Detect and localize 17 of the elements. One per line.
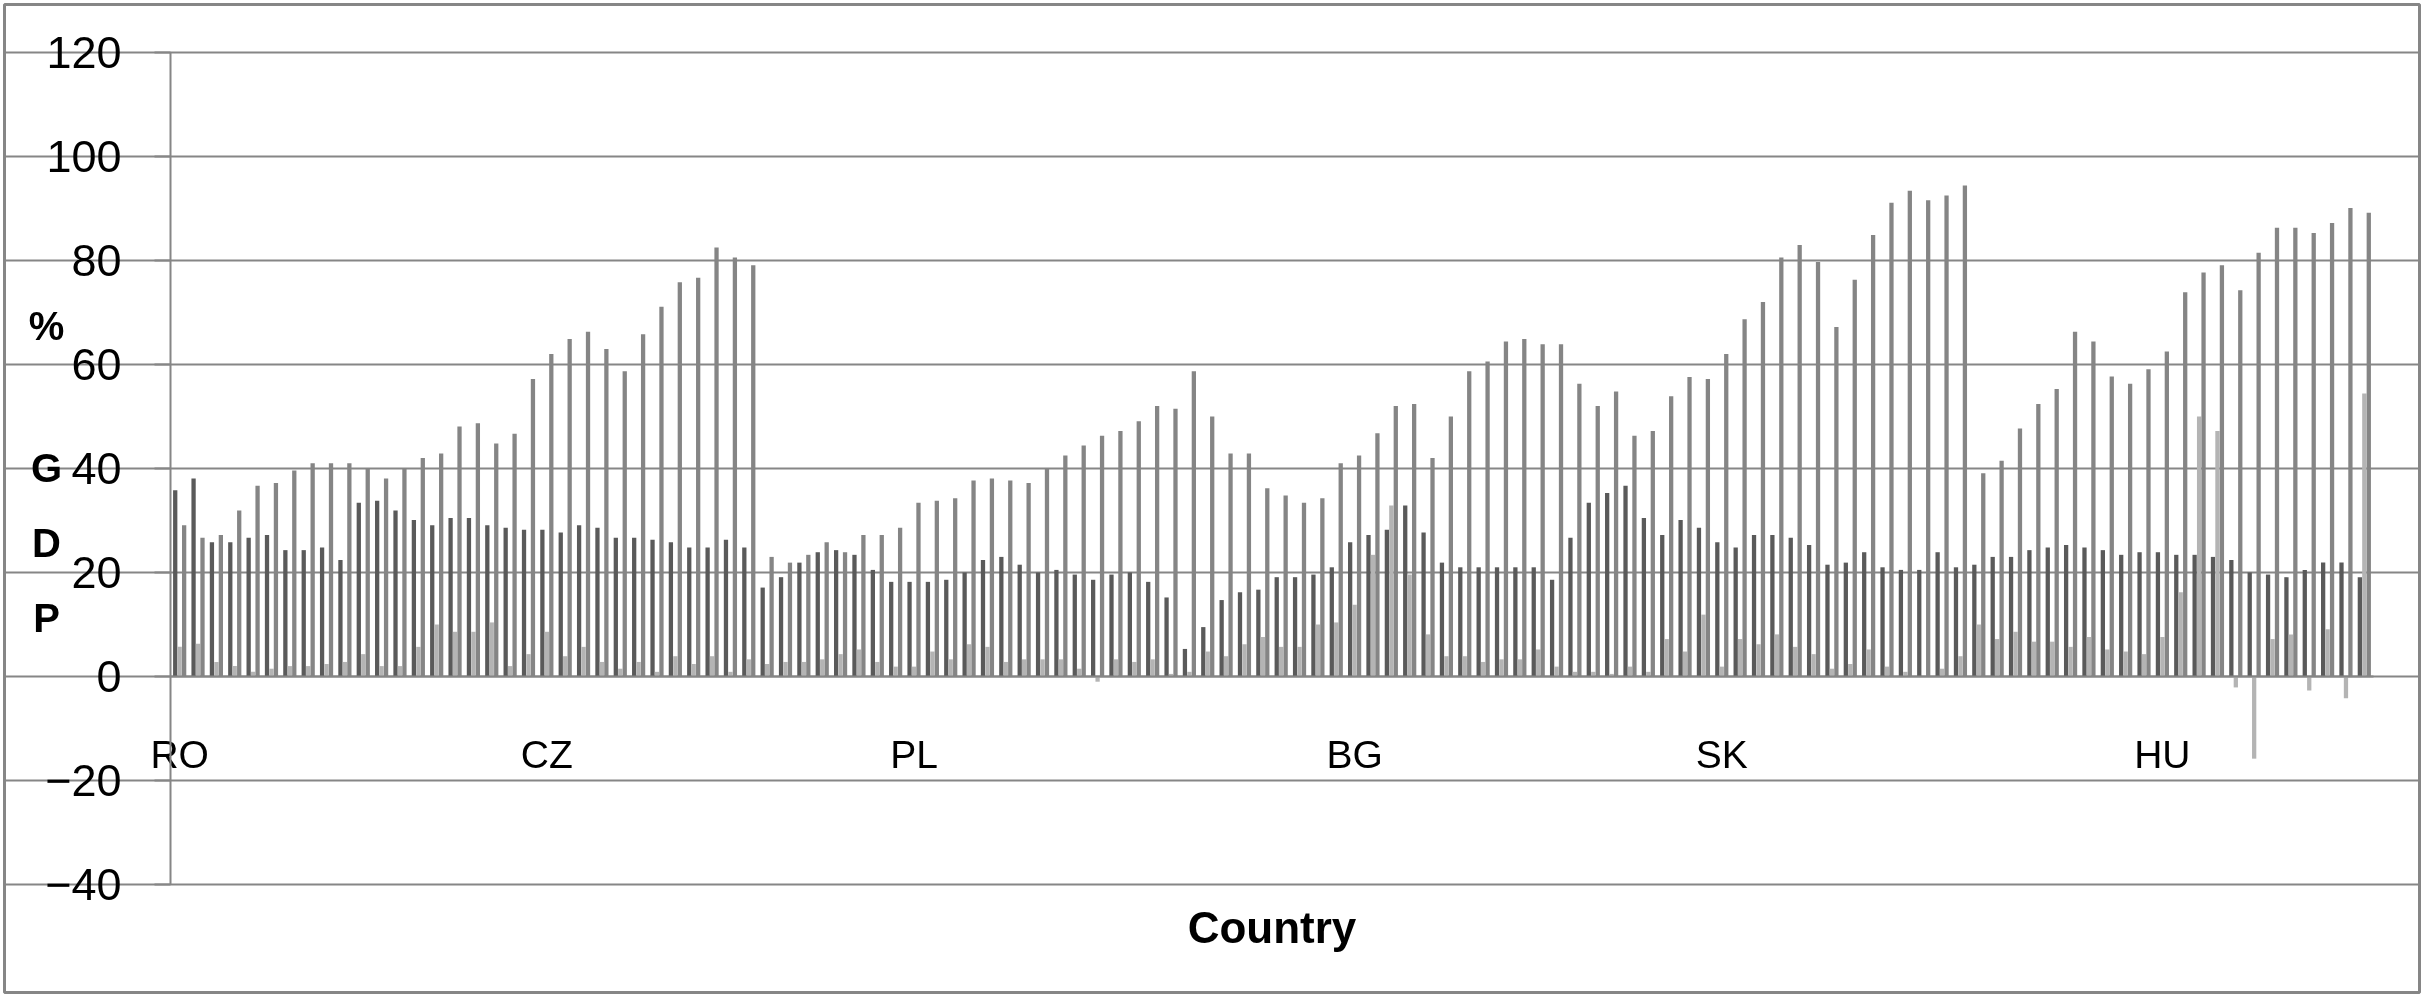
y-tick-label: 120 bbox=[46, 27, 122, 78]
x-tick-label: PL bbox=[890, 732, 938, 776]
x-tick-label: RO bbox=[150, 732, 209, 776]
y-tick-label: 100 bbox=[46, 131, 122, 182]
y-tick-label: −40 bbox=[45, 859, 122, 910]
y-tick-label: 20 bbox=[71, 547, 122, 598]
x-tick-label: BG bbox=[1326, 732, 1383, 776]
y-tick-label: 80 bbox=[71, 235, 122, 286]
text: % GDP bbox=[28, 303, 65, 640]
x-axis-title: Country bbox=[1187, 903, 1357, 952]
y-tick-label: 0 bbox=[96, 651, 122, 702]
y-tick-label: −20 bbox=[45, 755, 122, 806]
x-tick-label: CZ bbox=[520, 732, 573, 776]
x-tick-label: HU bbox=[2134, 732, 2191, 776]
y-tick-label: 40 bbox=[71, 443, 122, 494]
y-tick-label: 60 bbox=[71, 339, 122, 390]
x-tick-label: SK bbox=[1695, 732, 1748, 776]
